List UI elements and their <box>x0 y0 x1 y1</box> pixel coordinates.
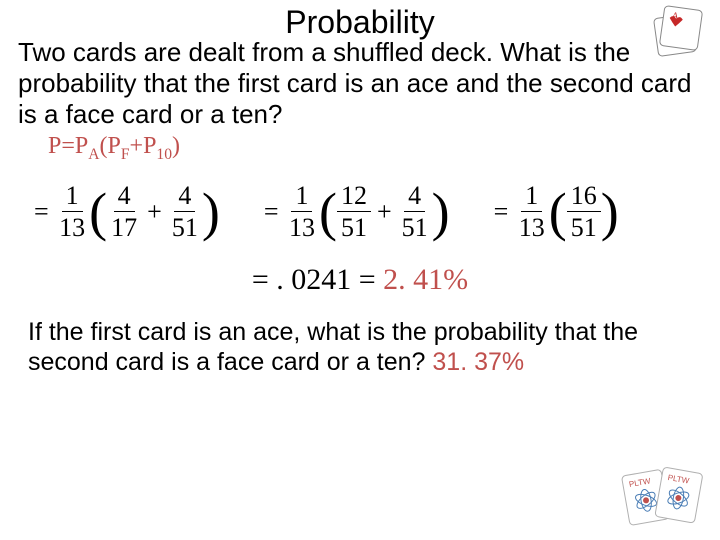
step-3: = 113 ( 1651 ) <box>494 183 619 241</box>
question-text-2: If the first card is an ace, what is the… <box>0 317 720 377</box>
question-text-1: Two cards are dealt from a shuffled deck… <box>0 37 720 131</box>
result-line: = . 0241 = 2. 41% <box>0 263 720 297</box>
formula-definition: P=PA(PF+P10) <box>0 133 720 164</box>
playing-cards-icon: A <box>642 2 712 58</box>
step-1: = 113 ( 417 + 451 ) <box>34 183 220 241</box>
pltw-cards-icon: PLTW PLTW <box>618 460 708 530</box>
answer-2: 31. 37% <box>432 348 524 376</box>
step-2: = 113 ( 1251 + 451 ) <box>264 183 450 241</box>
page-title: Probability <box>0 0 720 41</box>
equation-steps-row: = 113 ( 417 + 451 ) = 113 ( 1251 + 451 )… <box>0 183 720 241</box>
